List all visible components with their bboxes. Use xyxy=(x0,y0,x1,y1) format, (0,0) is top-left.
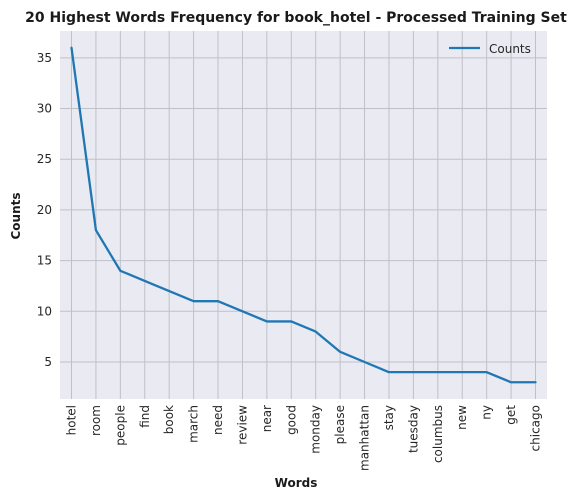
y-tick-label: 25 xyxy=(37,152,52,166)
x-tick-label: hotel xyxy=(65,405,79,435)
series-line-counts xyxy=(70,46,537,384)
chart-title: 20 Highest Words Frequency for book_hote… xyxy=(25,10,567,26)
x-axis-label: Words xyxy=(275,476,318,490)
x-tick-label: room xyxy=(89,405,103,436)
x-tick-label: good xyxy=(284,405,298,435)
x-tick-label: ny xyxy=(480,405,494,420)
x-tick-label: stay xyxy=(382,405,396,430)
y-axis-ticks: 5 10 15 20 25 30 35 xyxy=(37,51,52,369)
x-tick-label: review xyxy=(235,405,249,445)
x-tick-label: columbus xyxy=(431,405,445,463)
x-tick-label: manhattan xyxy=(358,405,372,471)
y-tick-label: 10 xyxy=(37,304,52,318)
x-tick-label: need xyxy=(211,405,225,435)
x-tick-label: near xyxy=(260,405,274,432)
x-tick-label: march xyxy=(187,405,201,443)
x-tick-label: book xyxy=(162,405,176,434)
y-tick-label: 15 xyxy=(37,254,52,268)
x-tick-label: tuesday xyxy=(406,405,420,453)
y-tick-label: 30 xyxy=(37,102,52,116)
x-tick-label: monday xyxy=(309,405,323,454)
grid xyxy=(60,31,547,399)
x-tick-label: get xyxy=(504,405,518,425)
y-axis-label: Counts xyxy=(9,192,23,239)
x-tick-label: people xyxy=(113,405,127,446)
x-tick-label: please xyxy=(333,405,347,444)
y-tick-label: 5 xyxy=(44,355,52,369)
legend: Counts xyxy=(449,42,531,56)
y-tick-label: 20 xyxy=(37,203,52,217)
plot-background xyxy=(60,31,547,399)
x-tick-label: chicago xyxy=(529,405,543,451)
x-axis-ticks: hotel room people find book march need review ne… xyxy=(65,405,543,471)
x-tick-label: new xyxy=(455,405,469,430)
legend-label-counts: Counts xyxy=(489,42,531,56)
x-tick-label: find xyxy=(138,405,152,428)
y-tick-label: 35 xyxy=(37,51,52,65)
